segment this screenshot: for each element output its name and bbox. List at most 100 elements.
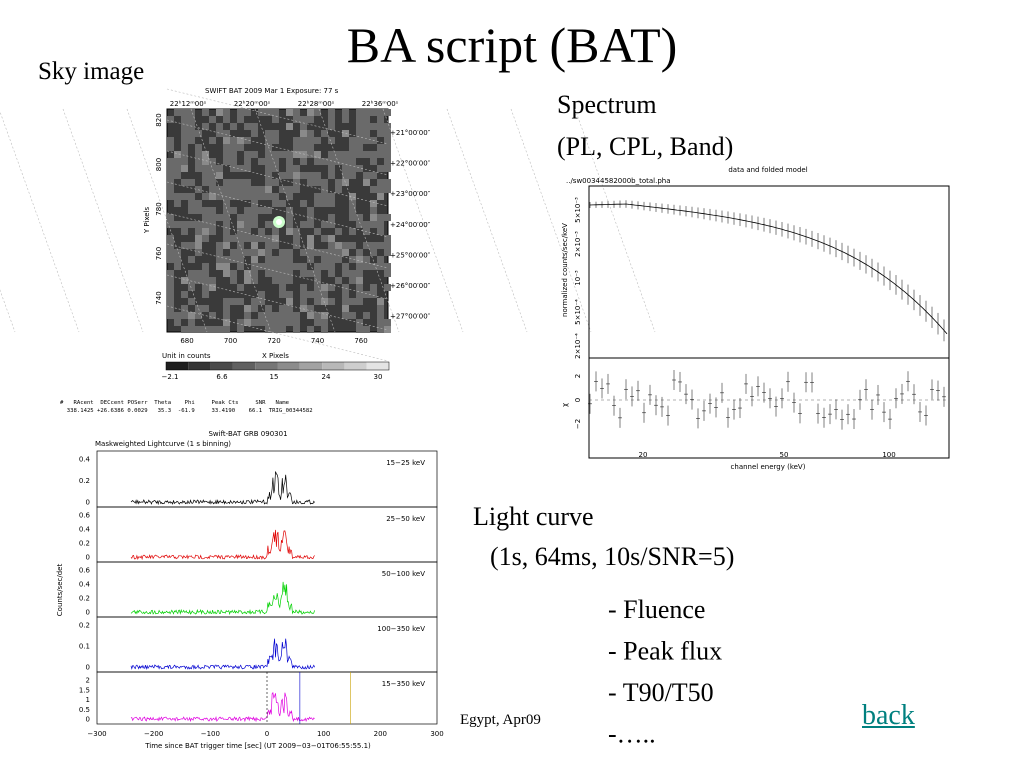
- sky-pixel: [300, 284, 307, 291]
- sky-pixel: [314, 298, 321, 305]
- sky-pixel: [307, 305, 314, 312]
- sky-pixel: [328, 123, 335, 130]
- sky-pixel: [300, 291, 307, 298]
- sky-pixel: [286, 228, 293, 235]
- sky-pixel: [279, 305, 286, 312]
- sky-pixel: [377, 326, 384, 333]
- sky-pixel: [188, 193, 195, 200]
- sky-pixel: [209, 221, 216, 228]
- sky-pixel: [356, 263, 363, 270]
- sky-pixel: [370, 249, 377, 256]
- sky-pixel: [272, 151, 279, 158]
- sky-pixel: [209, 326, 216, 333]
- sky-pixel: [356, 249, 363, 256]
- sky-pixel: [167, 193, 174, 200]
- sky-pixel: [314, 137, 321, 144]
- sky-pixel: [335, 277, 342, 284]
- sky-pixel: [223, 158, 230, 165]
- sky-pixel: [251, 249, 258, 256]
- sky-pixel: [370, 200, 377, 207]
- sky-pixel: [328, 193, 335, 200]
- sky-pixel: [286, 123, 293, 130]
- sky-pixel: [195, 165, 202, 172]
- sky-pixel: [181, 137, 188, 144]
- sky-pixel: [244, 186, 251, 193]
- sky-pixel: [272, 228, 279, 235]
- sky-pixel: [356, 130, 363, 137]
- sky-pixel: [377, 109, 384, 116]
- sky-pixel: [300, 116, 307, 123]
- sky-grid: [190, 108, 272, 333]
- sky-pixel: [195, 242, 202, 249]
- sky-pixel: [167, 158, 174, 165]
- lc-y-tick: 1: [86, 696, 90, 704]
- sky-pixel: [272, 179, 279, 186]
- sky-pixel: [356, 284, 363, 291]
- sky-pixel: [237, 228, 244, 235]
- sky-pixel: [349, 277, 356, 284]
- sky-pixel: [279, 172, 286, 179]
- sky-grid: [382, 108, 464, 333]
- sky-pixel: [314, 291, 321, 298]
- sky-pixel: [272, 193, 279, 200]
- sky-pixel: [300, 151, 307, 158]
- sky-pixel: [174, 200, 181, 207]
- spectrum-x-tick: 50: [780, 451, 789, 459]
- sky-pixel: [209, 214, 216, 221]
- sky-pixel: [265, 151, 272, 158]
- sky-pixel: [286, 305, 293, 312]
- sky-pixel: [321, 326, 328, 333]
- sky-pixel: [237, 249, 244, 256]
- sky-pixel: [300, 270, 307, 277]
- sky-pixel: [349, 228, 356, 235]
- sky-pixel: [321, 319, 328, 326]
- sky-pixel: [370, 221, 377, 228]
- sky-pixel: [335, 242, 342, 249]
- sky-pixel: [209, 186, 216, 193]
- residual-tick: −2: [574, 419, 582, 429]
- sky-pixel: [237, 165, 244, 172]
- colorbar-label: 30: [374, 373, 383, 381]
- sky-pixel: [356, 165, 363, 172]
- sky-pixel: [384, 109, 391, 116]
- sky-pixel: [167, 312, 174, 319]
- y-tick-label: 820: [155, 113, 163, 126]
- sky-pixel: [349, 165, 356, 172]
- sky-pixel: [370, 291, 377, 298]
- sky-pixel: [321, 186, 328, 193]
- lc-y-tick: 0.2: [79, 477, 90, 485]
- sky-pixel: [237, 144, 244, 151]
- sky-pixel: [195, 277, 202, 284]
- sky-pixel: [181, 144, 188, 151]
- sky-pixel: [293, 165, 300, 172]
- sky-pixel: [202, 228, 209, 235]
- sky-pixel: [188, 137, 195, 144]
- sky-pixel: [356, 214, 363, 221]
- sky-pixel: [223, 256, 230, 263]
- sky-pixel: [216, 256, 223, 263]
- sky-pixel: [328, 249, 335, 256]
- sky-pixel: [265, 256, 272, 263]
- sky-pixel: [195, 151, 202, 158]
- sky-pixel: [384, 270, 391, 277]
- sky-pixel: [167, 270, 174, 277]
- sky-pixel: [216, 326, 223, 333]
- sky-pixel: [293, 235, 300, 242]
- sky-pixel: [244, 249, 251, 256]
- sky-pixel: [209, 193, 216, 200]
- sky-pixel: [272, 277, 279, 284]
- sky-pixel: [265, 179, 272, 186]
- sky-pixel: [167, 298, 174, 305]
- sky-pixel: [384, 151, 391, 158]
- sky-pixel: [167, 249, 174, 256]
- sky-pixel: [370, 284, 377, 291]
- sky-pixel: [230, 144, 237, 151]
- sky-pixel: [321, 256, 328, 263]
- lc-trace: [130, 691, 315, 723]
- sky-pixel: [223, 109, 230, 116]
- sky-pixel: [349, 172, 356, 179]
- sky-pixel: [167, 291, 174, 298]
- sky-pixel: [174, 319, 181, 326]
- sky-pixel: [307, 116, 314, 123]
- back-link[interactable]: back: [862, 700, 915, 731]
